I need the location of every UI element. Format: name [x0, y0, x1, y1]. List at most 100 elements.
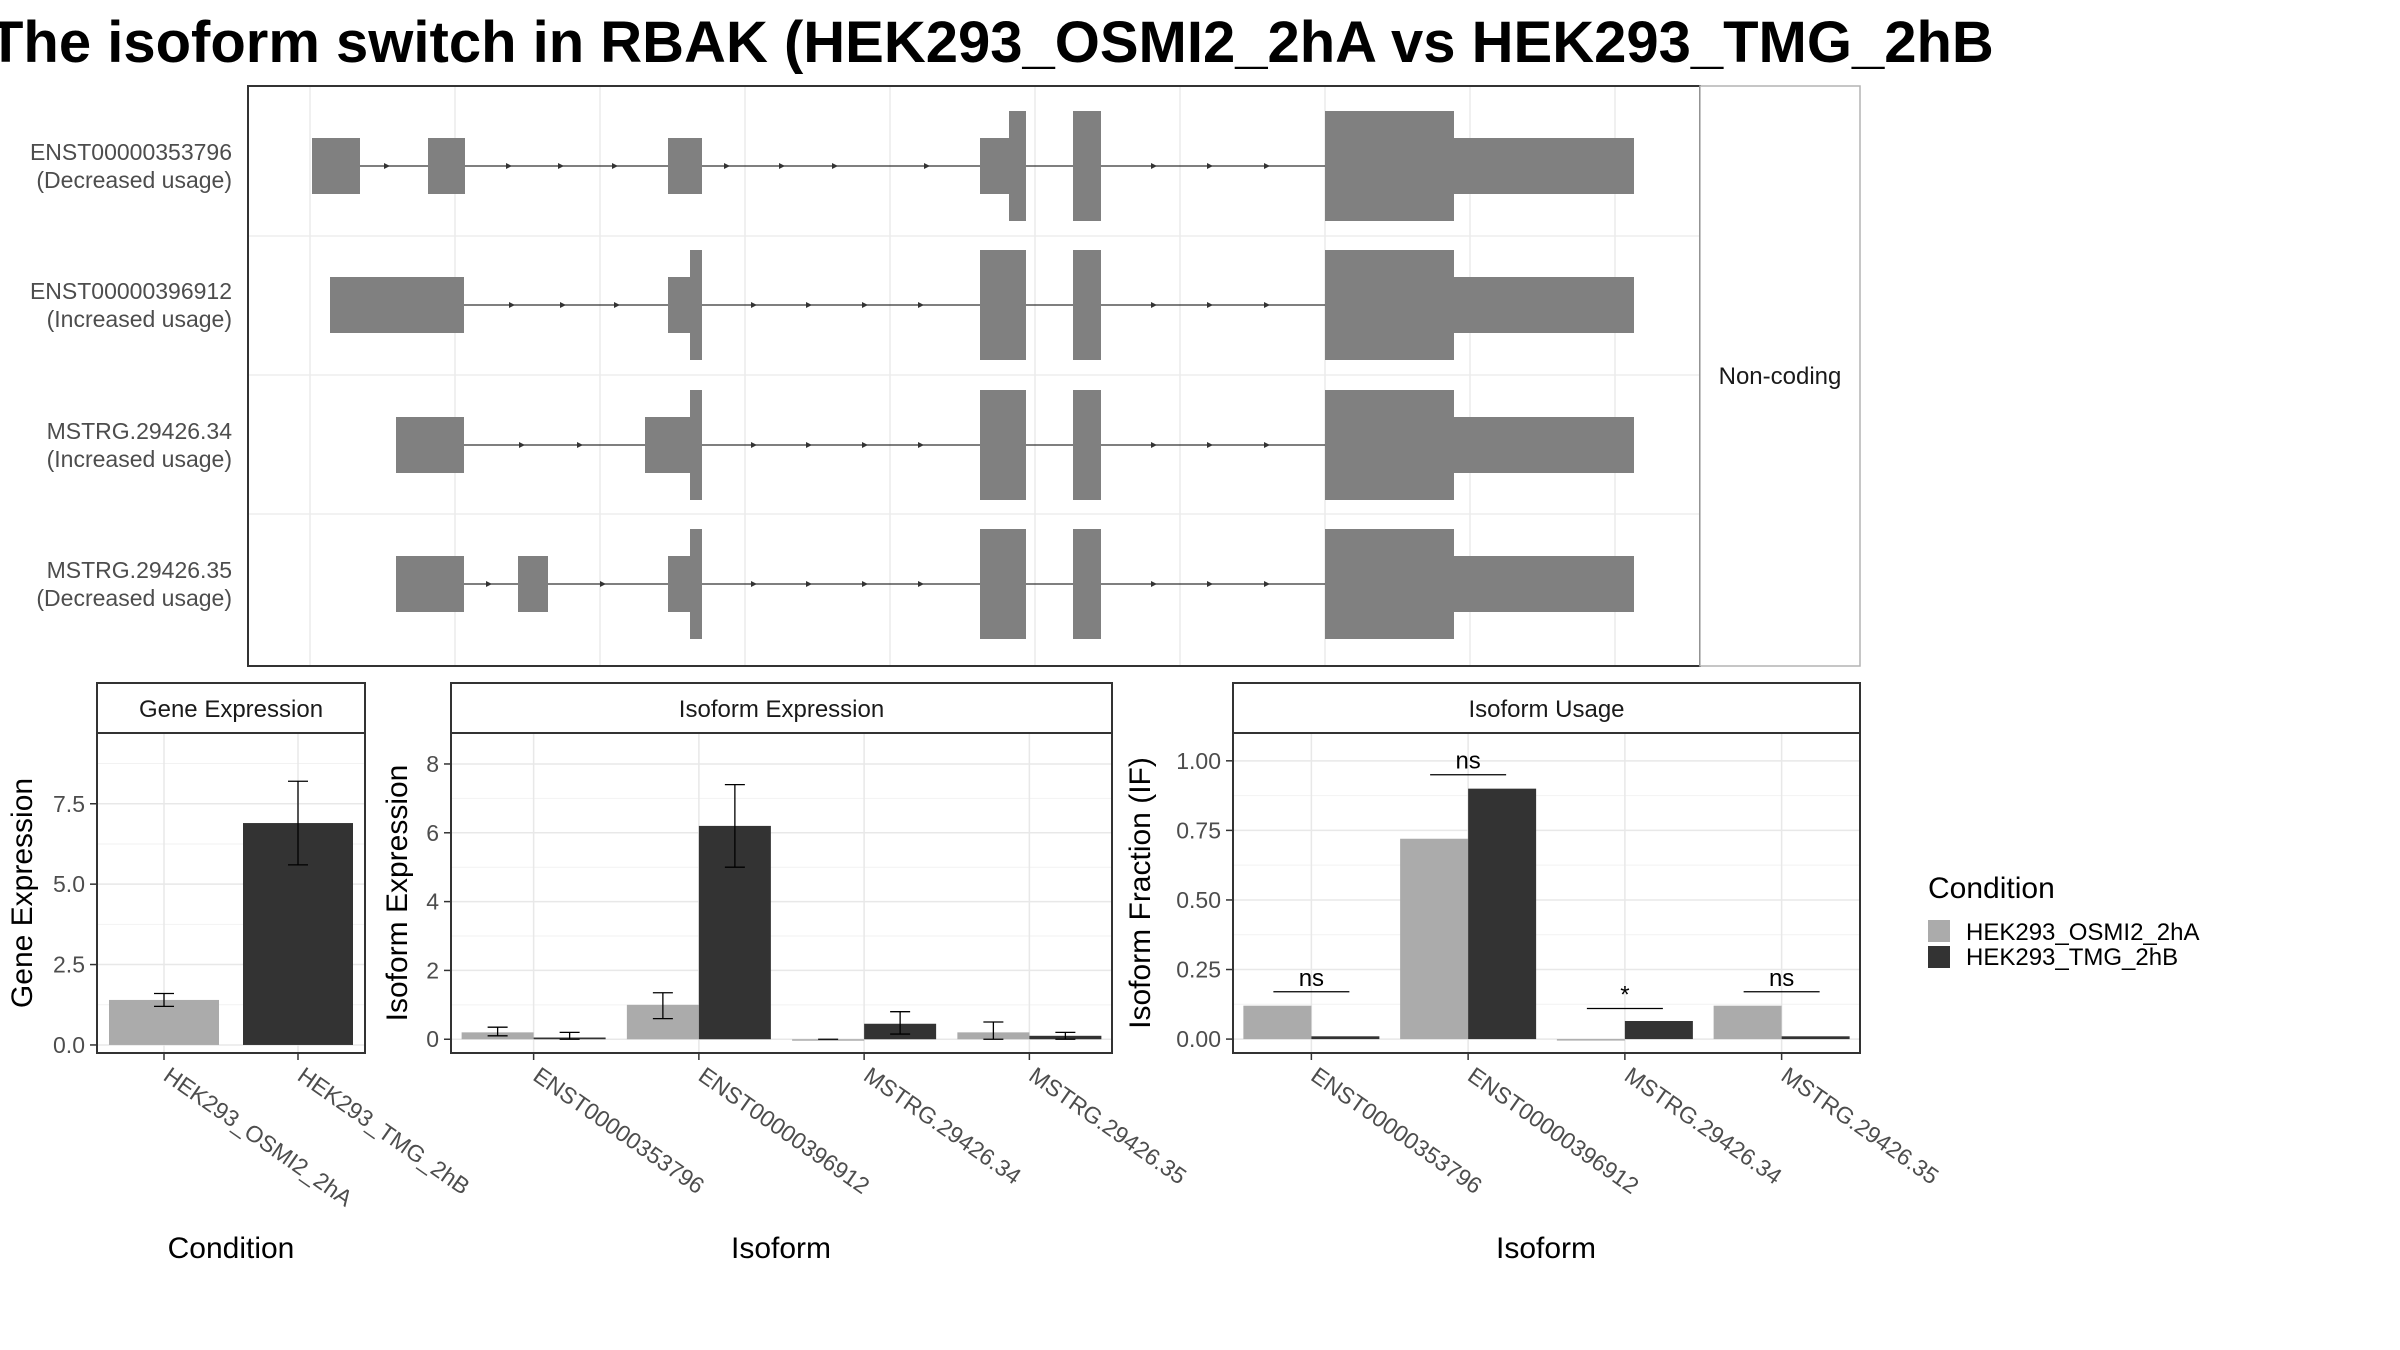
direction-arrow	[751, 302, 757, 308]
x-tick-label: ENST00000353796	[1307, 1062, 1487, 1199]
coding-exon	[690, 390, 702, 500]
direction-arrow	[918, 302, 924, 308]
x-axis-title: Isoform	[731, 1232, 831, 1265]
utr-exon	[1454, 138, 1634, 194]
chart-panel-isoform-usage: ns ns * ns Isoform Usage 0.00 0.25 0.50 0.75 1.00…	[1124, 682, 1944, 1265]
utr-exon	[1454, 556, 1634, 612]
direction-arrow	[862, 581, 868, 587]
y-tick-label: 1.00	[1176, 748, 1221, 774]
direction-arrow	[1264, 581, 1270, 587]
coding-exon	[1073, 390, 1101, 500]
coding-exon	[1325, 390, 1454, 500]
bar	[1781, 1036, 1850, 1040]
direction-arrow	[806, 302, 812, 308]
bar	[1243, 1005, 1312, 1040]
facet-strip-label: Isoform Usage	[1468, 696, 1624, 723]
y-tick-label: 2	[426, 957, 439, 983]
transcript-label: ENST00000353796	[30, 139, 232, 165]
direction-arrow	[509, 302, 515, 308]
utr-exon	[668, 138, 702, 194]
utr-exon	[428, 138, 465, 194]
bar	[792, 1039, 865, 1041]
utr-exon	[645, 417, 690, 473]
utr-exon	[518, 556, 548, 612]
x-tick-label: MSTRG.29426.34	[1620, 1062, 1787, 1190]
direction-arrow	[1151, 302, 1157, 308]
utr-exon	[396, 417, 464, 473]
coding-exon	[980, 529, 1026, 639]
facet-strip	[1232, 682, 1861, 734]
x-tick-label: ENST00000396912	[1463, 1062, 1643, 1199]
coding-exon	[1073, 111, 1101, 221]
y-tick-label: 0	[426, 1026, 439, 1052]
coding-exon	[1073, 250, 1101, 360]
transcript-track	[396, 529, 1634, 639]
y-tick-label: 7.5	[53, 791, 85, 817]
y-tick-label: 4	[426, 889, 439, 915]
legend-swatch-osmi2	[1928, 920, 1950, 942]
utr-exon	[1454, 417, 1634, 473]
plot-background	[451, 733, 1112, 1053]
direction-arrow	[519, 442, 525, 448]
y-tick-label: 0.00	[1176, 1026, 1221, 1052]
transcript-label: MSTRG.29426.35	[47, 557, 232, 583]
y-tick-label: 0.0	[53, 1032, 85, 1058]
direction-arrow	[918, 442, 924, 448]
significance-label: ns	[1769, 965, 1794, 992]
plot-background	[1233, 733, 1860, 1053]
y-axis-title: Isoform Expression	[381, 765, 414, 1022]
y-tick-label: 2.5	[53, 952, 85, 978]
facet-strip	[450, 682, 1113, 734]
utr-exon	[1454, 277, 1634, 333]
y-axis-title: Gene Expression	[6, 778, 39, 1008]
direction-arrow	[832, 163, 838, 169]
coding-exon	[1325, 529, 1454, 639]
direction-arrow	[560, 302, 566, 308]
y-tick-label: 8	[426, 751, 439, 777]
direction-arrow	[1151, 163, 1157, 169]
x-tick-label: MSTRG.29426.35	[1025, 1062, 1192, 1190]
coding-exon	[1009, 111, 1026, 221]
facet-strip-label: Gene Expression	[139, 696, 323, 723]
direction-arrow	[862, 442, 868, 448]
bar	[1556, 1039, 1625, 1041]
utr-exon	[980, 138, 1009, 194]
legend: Condition HEK293_OSMI2_2hA HEK293_TMG_2h…	[1928, 872, 2199, 971]
direction-arrow	[506, 163, 512, 169]
facet-strip-label: Isoform Expression	[679, 696, 884, 723]
transcript-label: MSTRG.29426.34	[47, 418, 233, 444]
bar	[1713, 1005, 1782, 1040]
direction-arrow	[924, 163, 930, 169]
coding-exon	[690, 529, 702, 639]
direction-arrow	[751, 442, 757, 448]
y-tick-label: 0.50	[1176, 887, 1221, 913]
bar	[1624, 1021, 1693, 1040]
y-tick-label: 0.25	[1176, 957, 1221, 983]
direction-arrow	[558, 163, 564, 169]
transcript-track	[396, 390, 1634, 500]
direction-arrow	[1207, 442, 1213, 448]
direction-arrow	[384, 163, 390, 169]
direction-arrow	[1207, 163, 1213, 169]
bar	[1311, 1036, 1380, 1040]
bar	[1400, 838, 1469, 1040]
direction-arrow	[918, 581, 924, 587]
x-tick-label: ENST00000396912	[694, 1062, 874, 1199]
bar	[109, 999, 219, 1045]
significance-label: *	[1620, 981, 1629, 1008]
direction-arrow	[751, 581, 757, 587]
chart-panel-isoform-expression: Isoform Expression 0 2 4 6 8 ENST00000353796EN…	[381, 682, 1192, 1265]
legend-swatch-tmg	[1928, 946, 1950, 968]
transcript-usage-label: (Increased usage)	[47, 446, 232, 472]
coding-exon	[1325, 111, 1454, 221]
transcript-track	[330, 250, 1634, 360]
y-tick-label: 6	[426, 820, 439, 846]
direction-arrow	[614, 302, 620, 308]
direction-arrow	[1264, 163, 1270, 169]
direction-arrow	[1264, 302, 1270, 308]
facet-strip	[96, 682, 366, 734]
direction-arrow	[1151, 581, 1157, 587]
y-tick-label: 0.75	[1176, 817, 1221, 843]
transcript-usage-label: (Decreased usage)	[36, 167, 232, 193]
